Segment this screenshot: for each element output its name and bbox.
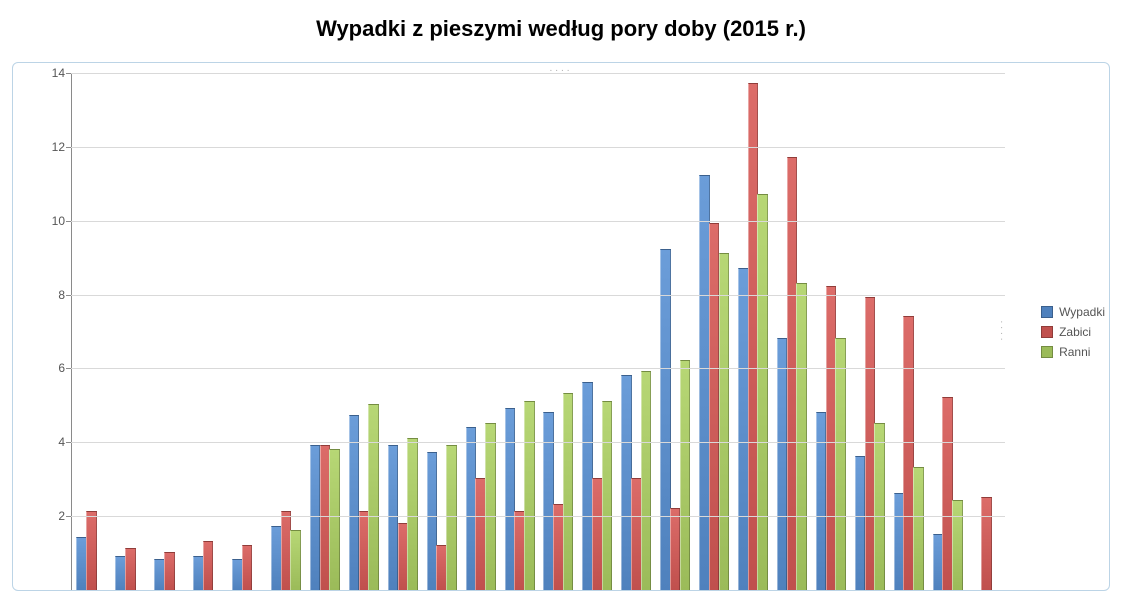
gridline <box>71 73 1005 74</box>
legend-item-wypadki: Wypadki <box>1041 305 1105 319</box>
legend-item-zabici: Zabici <box>1041 325 1105 339</box>
bar-ranni <box>368 404 379 590</box>
ytick-mark <box>66 147 71 148</box>
ytick-label: 10 <box>35 214 65 228</box>
chart-title: Wypadki z pieszymi według pory doby (201… <box>0 16 1122 42</box>
legend-swatch-ranni <box>1041 346 1053 358</box>
bar-ranni <box>913 467 924 590</box>
bars-layer <box>71 73 1005 590</box>
ytick-label: 2 <box>35 509 65 523</box>
ytick-label: 12 <box>35 140 65 154</box>
legend-label-zabici: Zabici <box>1059 325 1091 339</box>
bar-ranni <box>757 194 768 590</box>
ytick-mark <box>66 516 71 517</box>
ytick-label: 14 <box>35 66 65 80</box>
gridline <box>71 368 1005 369</box>
bar-zabici <box>164 552 175 590</box>
bar-ranni <box>563 393 574 590</box>
ytick-mark <box>66 73 71 74</box>
gridline <box>71 147 1005 148</box>
gridline <box>71 442 1005 443</box>
gridline <box>71 295 1005 296</box>
bar-zabici <box>125 548 136 590</box>
bar-ranni <box>952 500 963 590</box>
bar-ranni <box>641 371 652 590</box>
legend-swatch-wypadki <box>1041 306 1053 318</box>
bar-ranni <box>446 445 457 590</box>
bar-ranni <box>796 283 807 591</box>
bar-zabici <box>981 497 992 590</box>
bar-ranni <box>874 423 885 590</box>
legend-swatch-zabici <box>1041 326 1053 338</box>
bar-zabici <box>86 511 97 590</box>
bar-zabici <box>242 545 253 590</box>
bar-ranni <box>485 423 496 590</box>
legend-label-wypadki: Wypadki <box>1059 305 1105 319</box>
gridline <box>71 516 1005 517</box>
bar-ranni <box>407 438 418 590</box>
bar-zabici <box>203 541 214 590</box>
bar-ranni <box>524 401 535 590</box>
ytick-mark <box>66 221 71 222</box>
legend-label-ranni: Ranni <box>1059 345 1090 359</box>
plot-area: .... Wypadki Zabici Ranni 2468101214 <box>71 73 1005 590</box>
bar-ranni <box>329 449 340 590</box>
ytick-label: 4 <box>35 435 65 449</box>
ytick-mark <box>66 295 71 296</box>
bar-ranni <box>719 253 730 590</box>
bar-ranni <box>680 360 691 590</box>
ytick-mark <box>66 368 71 369</box>
ytick-mark <box>66 442 71 443</box>
bar-ranni <box>602 401 613 590</box>
legend-item-ranni: Ranni <box>1041 345 1105 359</box>
legend: Wypadki Zabici Ranni <box>1041 299 1105 365</box>
gridline <box>71 221 1005 222</box>
bar-ranni <box>290 530 301 590</box>
chart-panel: .... .... Wypadki Zabici Ranni 24 <box>12 62 1110 591</box>
ytick-label: 8 <box>35 288 65 302</box>
bar-ranni <box>835 338 846 590</box>
ytick-label: 6 <box>35 361 65 375</box>
